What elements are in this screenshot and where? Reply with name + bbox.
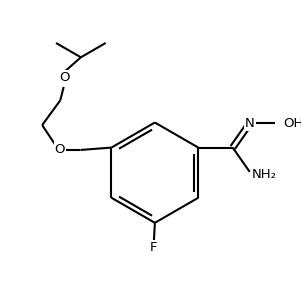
Text: O: O bbox=[54, 143, 65, 156]
Text: O: O bbox=[59, 71, 70, 84]
Text: F: F bbox=[150, 241, 158, 254]
Text: OH: OH bbox=[283, 117, 301, 130]
Text: N: N bbox=[245, 117, 255, 130]
Text: NH₂: NH₂ bbox=[252, 168, 277, 181]
